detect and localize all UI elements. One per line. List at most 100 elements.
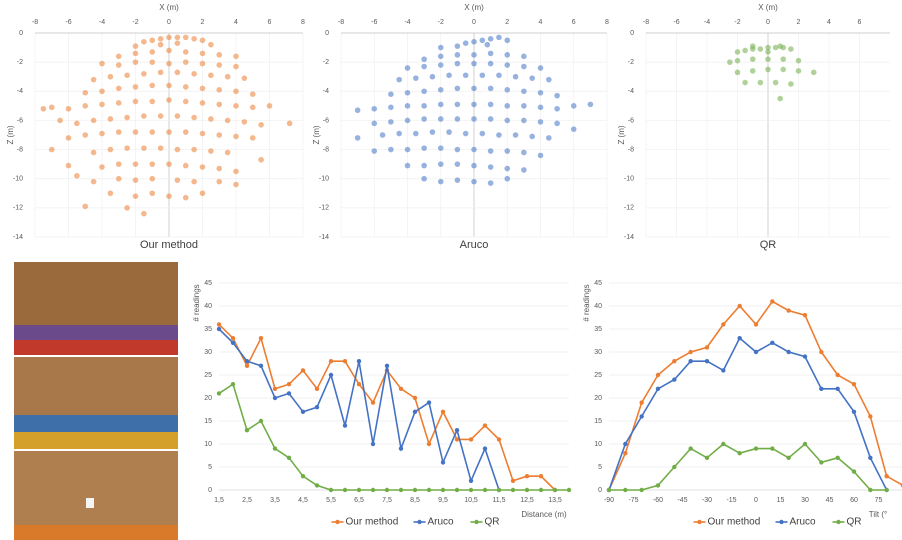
scatter-point <box>91 179 97 185</box>
scatter-point <box>141 211 147 217</box>
scatter-point <box>421 176 427 182</box>
line-point <box>721 322 725 326</box>
scatter-point <box>225 118 231 124</box>
scatter-point <box>471 39 477 45</box>
scatter-point <box>773 80 779 86</box>
line-point <box>770 446 774 450</box>
x-tick-label: 6,5 <box>354 497 364 504</box>
x-tick-label: 0 <box>766 19 770 26</box>
line-point <box>217 391 221 395</box>
scatter-point <box>735 49 741 55</box>
line-point <box>413 488 417 492</box>
y-tick-label: 25 <box>204 372 212 379</box>
line-point <box>803 442 807 446</box>
x-tick-label: 6 <box>572 19 576 26</box>
x-tick-label: 2 <box>797 19 801 26</box>
scatter-point <box>166 129 172 135</box>
scatter-point <box>413 131 419 137</box>
x-tick-label: 60 <box>850 497 858 504</box>
scatter-point <box>554 93 560 99</box>
scatter-point <box>388 105 394 111</box>
scatter-point <box>141 71 147 77</box>
line-point <box>819 460 823 464</box>
scatter-point <box>141 113 147 119</box>
scatter-point <box>175 70 181 76</box>
line-point <box>301 474 305 478</box>
y-tick-label: -8 <box>17 146 23 153</box>
line-point <box>413 410 417 414</box>
scatter-point <box>99 61 105 67</box>
scatter-point <box>183 195 189 201</box>
scatter-point <box>191 36 197 42</box>
scatter-point <box>82 132 88 138</box>
y-tick-label: -12 <box>624 205 634 212</box>
scatter-point <box>750 43 756 49</box>
line-point <box>852 410 856 414</box>
scatter-point <box>166 161 172 167</box>
scatter-point <box>538 153 544 159</box>
scatter-point <box>405 147 411 153</box>
y-tick-label: -12 <box>13 205 23 212</box>
line-point <box>721 368 725 372</box>
scatter-point <box>216 87 222 93</box>
scatter-point <box>421 116 427 122</box>
line-point <box>385 364 389 368</box>
line-point <box>245 359 249 363</box>
scatter-point <box>200 51 206 57</box>
scatter-point <box>504 166 510 172</box>
line-point <box>329 373 333 377</box>
scatter-point <box>216 102 222 108</box>
scatter-point <box>200 86 206 92</box>
scatter-point <box>108 190 114 196</box>
line-point <box>607 488 611 492</box>
scatter-point <box>735 58 741 64</box>
scatter-point <box>233 88 239 94</box>
scatter-point <box>455 147 461 153</box>
y-tick-label: -8 <box>323 146 329 153</box>
y-tick-label: 0 <box>598 487 602 494</box>
scatter-point <box>471 102 477 108</box>
scatter-point <box>430 129 436 135</box>
line-point <box>371 400 375 404</box>
line-point <box>497 488 501 492</box>
scatter-point <box>421 88 427 94</box>
scatter-point <box>796 68 802 74</box>
line-point <box>868 456 872 460</box>
y-tick-label: -4 <box>17 88 23 95</box>
scatter-point <box>233 64 239 70</box>
line-point <box>786 350 790 354</box>
scatter-point <box>175 177 181 183</box>
x-tick-label: -15 <box>726 497 736 504</box>
scatter-point <box>538 90 544 96</box>
scatter-point <box>216 62 222 68</box>
x-tick-label: -8 <box>32 19 38 26</box>
y-tick-label: 0 <box>630 30 634 37</box>
scatter-point <box>149 99 155 105</box>
scatter-point <box>488 51 494 57</box>
x-tick-label: -4 <box>404 19 410 26</box>
scatter-point <box>488 148 494 154</box>
scatter-point <box>242 75 248 81</box>
x-tick-label: 11,5 <box>492 497 505 504</box>
scatter-point <box>57 118 63 124</box>
scatter-point <box>438 54 444 60</box>
scatter-point <box>183 129 189 135</box>
scatter-point <box>158 42 164 48</box>
scatter-point <box>108 74 114 80</box>
scatter-point <box>777 43 783 49</box>
scatter-point <box>141 145 147 151</box>
scatter-point <box>438 87 444 93</box>
scatter-point <box>208 116 214 122</box>
line-point <box>511 479 515 483</box>
scatter-point <box>727 59 733 65</box>
scatter-point <box>438 145 444 151</box>
scatter-point <box>166 48 172 54</box>
scatter-point <box>49 147 55 153</box>
scatter-point <box>521 103 527 109</box>
scatter-point <box>471 179 477 185</box>
y-tick-label: -10 <box>319 176 329 183</box>
x-tick-label: 10,5 <box>464 497 478 504</box>
scatter-point <box>750 68 756 74</box>
line-point <box>217 322 221 326</box>
scatter-point <box>504 62 510 68</box>
